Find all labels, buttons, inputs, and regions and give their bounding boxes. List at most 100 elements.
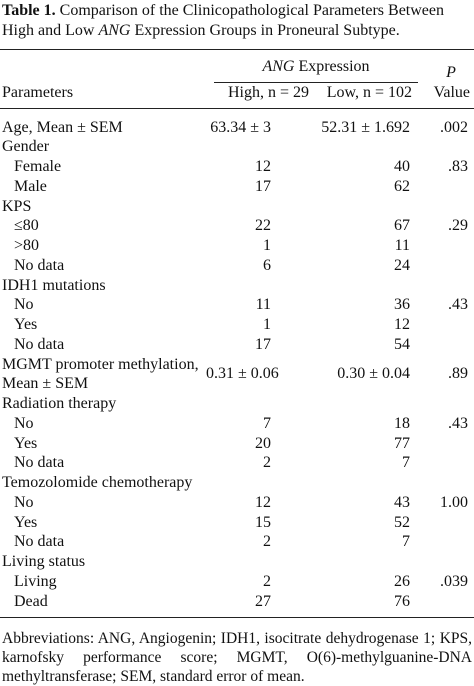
table-cell: .43 (448, 296, 469, 314)
table-cell: Living (14, 572, 57, 590)
table-cell: 15 (255, 513, 271, 531)
table-row: Yes 1 12 (0, 315, 474, 335)
table-row: Age, Mean ± SEM 63.34 ± 3 52.31 ± 1.692 .00… (0, 108, 474, 137)
table-cell: .43 (448, 414, 469, 432)
table-cell: 77 (394, 434, 411, 452)
header-cell: Low, n = 102 (311, 82, 425, 109)
table-cell: 52 (394, 513, 411, 531)
table-cell: 11 (255, 296, 271, 314)
header-group: ANG Expression (206, 48, 425, 83)
table-cell: .29 (448, 217, 469, 235)
table-cell (424, 513, 474, 533)
table-row: No data 2 7 (0, 532, 474, 552)
table-cell: 17 (255, 177, 271, 195)
p-text: Value (433, 83, 471, 101)
table-cell: 27 (206, 591, 311, 619)
table-cell: 0.30 ± 0.04 (337, 365, 411, 383)
header-p: P Value (424, 49, 474, 109)
table-cell: .83 (448, 158, 469, 175)
table-cell: No data (14, 454, 65, 472)
table-cell: No data (14, 533, 65, 551)
header-row: ANG Expression P Value (0, 48, 474, 109)
table-cell: No data (14, 335, 65, 353)
table-cell: Yes (14, 513, 38, 531)
caption-text: Expression Groups in Proneural Subtype. (130, 22, 400, 39)
table-cell: 20 (255, 434, 271, 452)
table-cell: Yes (14, 434, 38, 452)
table-cell: 76 (311, 591, 425, 619)
table-cell: 67 (394, 217, 411, 235)
group-row: KPS (0, 197, 474, 217)
table-cell: 26 (394, 572, 411, 590)
table-cell (424, 532, 474, 552)
table-cell: 7 (263, 414, 271, 432)
group-label: IDH1 mutations (2, 276, 106, 294)
table-cell: Dead (0, 591, 206, 619)
table-cell: 17 (255, 335, 271, 353)
caption-text: Comparison of the Clinicopathological Pa… (2, 2, 444, 39)
table-row: Yes 15 52 (0, 513, 474, 533)
table-cell: No data (14, 256, 65, 274)
group-label: Gender (2, 138, 50, 156)
table-cell: .89 (448, 365, 469, 383)
group-label: Living status (2, 553, 86, 570)
table-cell: >80 (14, 237, 40, 254)
group-row: Radiation therapy (0, 394, 474, 414)
table-cell: Female (14, 158, 62, 175)
table-cell: 36 (394, 296, 411, 314)
header-cell: Parameters (0, 82, 206, 109)
table-cell: 6 (263, 256, 271, 274)
table-cell (424, 256, 474, 276)
table-cell: 24 (394, 256, 411, 274)
table-cell: No (14, 296, 34, 314)
table-cell: 0.31 ± 0.06 (206, 365, 279, 383)
table-row: No data 6 24 (0, 256, 474, 276)
group-label: Radiation therapy (2, 395, 117, 412)
table-cell: 7 (402, 454, 411, 472)
table-cell: 22 (255, 217, 271, 235)
group-row: Gender (0, 137, 474, 157)
table-row: Male 17 62 (0, 177, 474, 197)
data-table: ANG Expression P Value Parameters High, n = … (0, 48, 474, 619)
table-cell: 62 (394, 177, 411, 195)
table-cell (424, 335, 474, 355)
table-cell: 1.00 (440, 493, 469, 511)
table-row: No 12 43 1.00 (0, 493, 474, 513)
caption-label: Table 1. (2, 2, 56, 19)
table-cell: 63.34 ± 3 (210, 118, 271, 136)
table-cell (424, 177, 474, 197)
table-row: >80 1 11 (0, 236, 474, 256)
group-row: IDH1 mutations (0, 276, 474, 296)
table-row: No 7 18 .43 (0, 414, 474, 434)
table-cell: 7 (402, 533, 411, 551)
table-cell (424, 434, 474, 454)
header-cell (0, 48, 206, 83)
group-row: Temozolomide chemotherapy (0, 473, 474, 493)
table-cell: 54 (394, 335, 411, 353)
table-cell: 43 (394, 493, 411, 511)
table-row: No 11 36 .43 (0, 295, 474, 315)
table-cell: MGMT promoter methylation, Mean ± SEM (2, 355, 199, 393)
caption-text: ANG (98, 22, 131, 39)
table-row: No data 2 7 (0, 453, 474, 473)
header-cell: High, n = 29 (206, 82, 311, 109)
table-cell: Yes (14, 316, 38, 333)
table-body: Age, Mean ± SEM 63.34 ± 3 52.31 ± 1.692 .00… (0, 108, 474, 619)
table-cell (424, 236, 474, 256)
group-row: Living status (0, 552, 474, 572)
group-label: ANG Expression (214, 50, 419, 83)
group-text: ANG (262, 58, 295, 75)
table-cell: Male (14, 177, 47, 195)
table-row: No data 17 54 (0, 335, 474, 355)
table-row: Yes 20 77 (0, 434, 474, 454)
group-text: Expression (294, 58, 370, 75)
table-cell: .039 (440, 572, 469, 590)
table-cell: No (14, 493, 34, 511)
table-cell: 40 (394, 158, 411, 175)
table-cell: 12 (255, 158, 271, 175)
table-cell: 18 (394, 414, 411, 432)
table-cell: 11 (394, 237, 411, 254)
table-cell: 52.31 ± 1.692 (321, 118, 411, 136)
table-cell: .002 (440, 118, 469, 136)
